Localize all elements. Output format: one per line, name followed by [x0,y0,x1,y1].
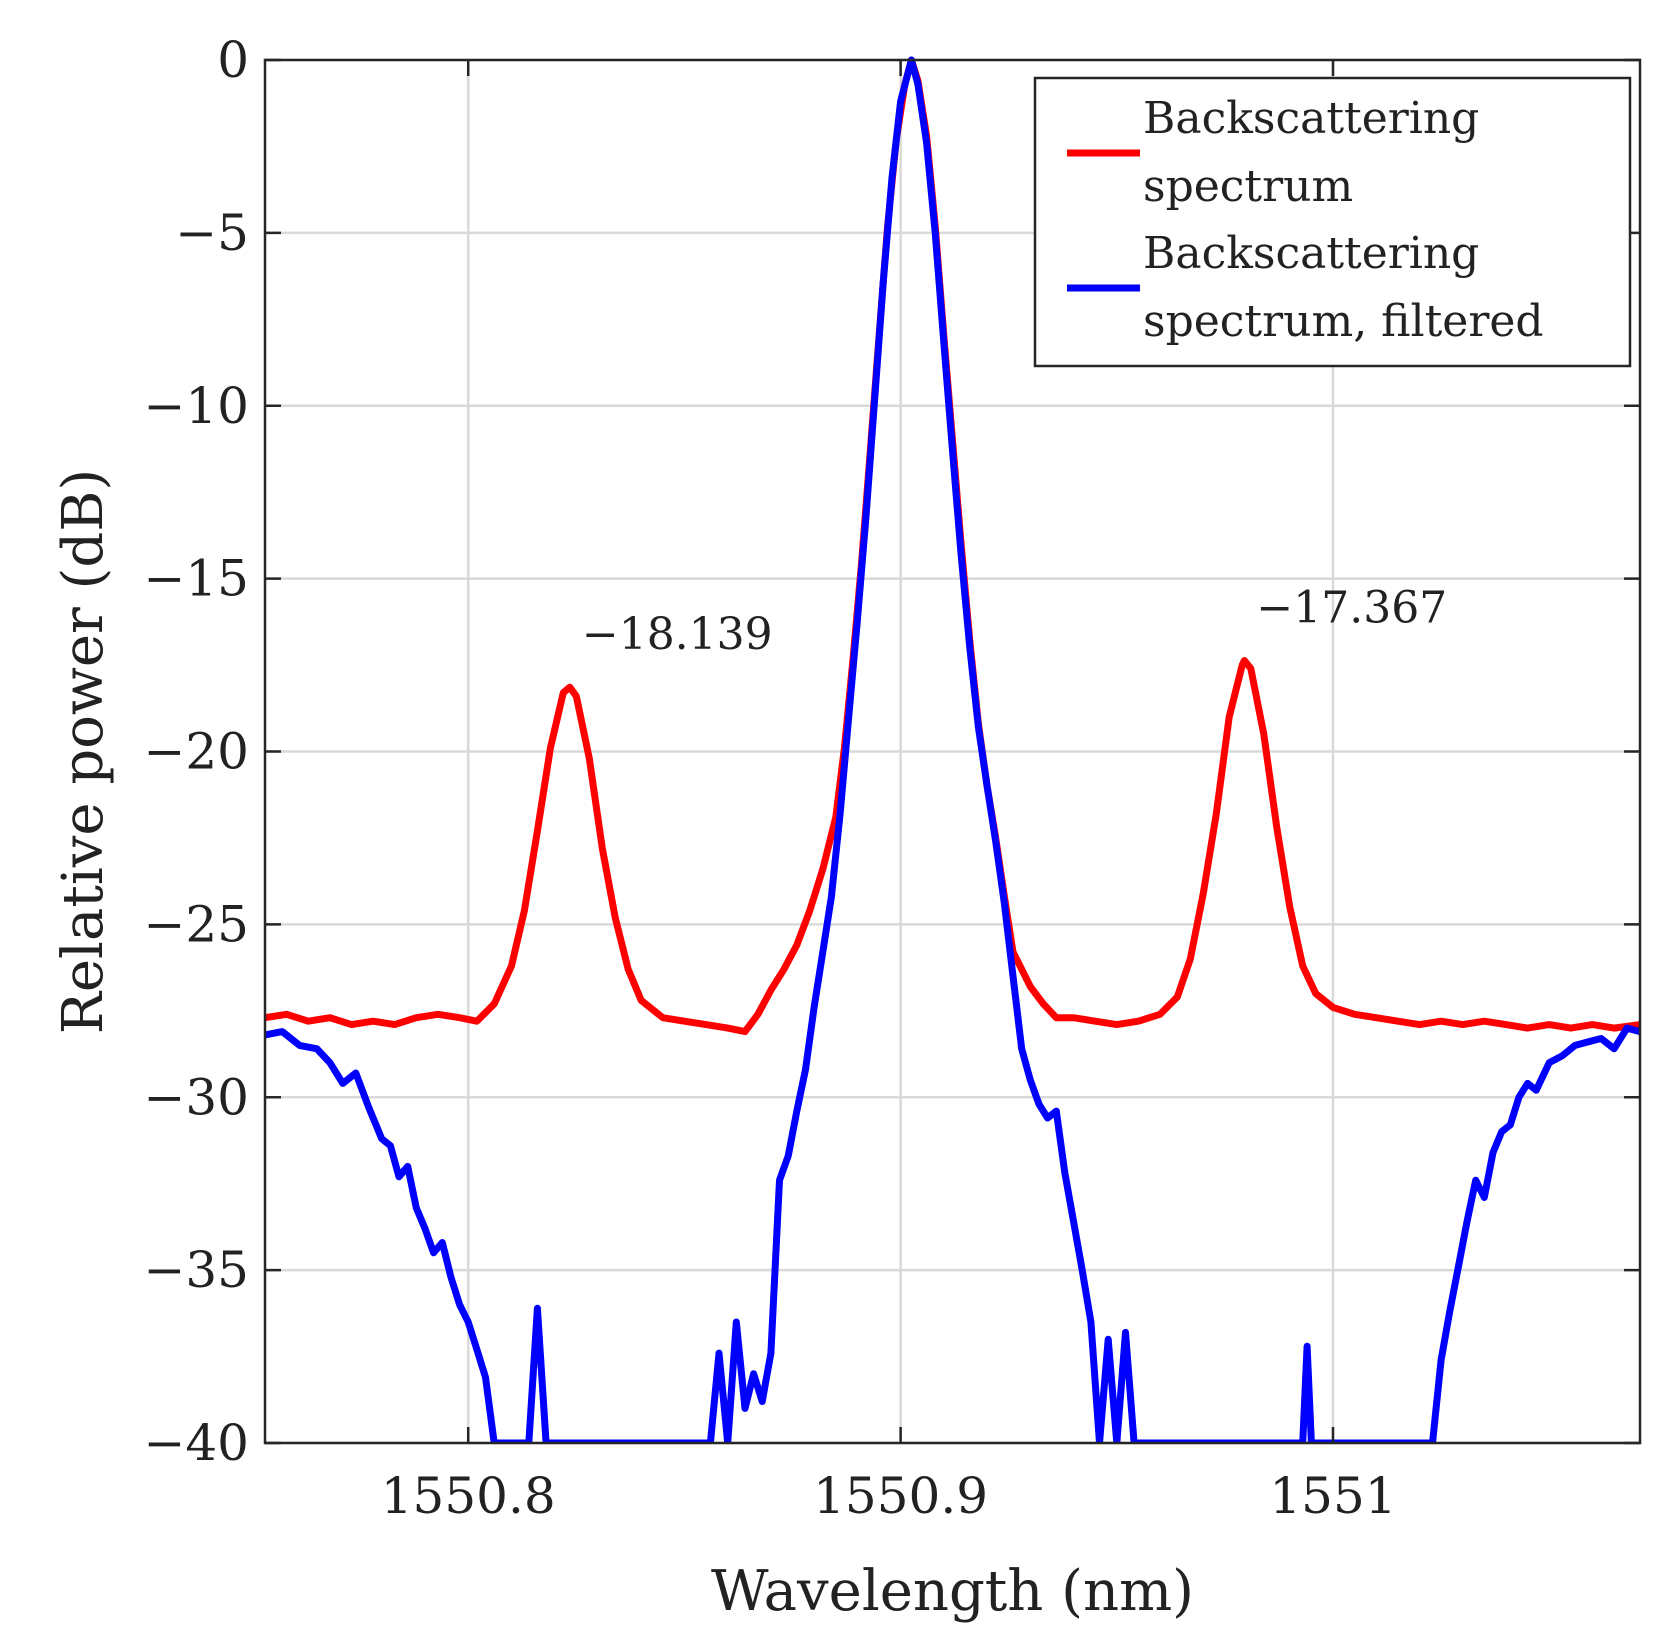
legend-label: Backscattering [1143,228,1479,279]
peak-annotation: −17.367 [1256,582,1447,633]
series-line-filtered [265,56,1640,1443]
legend-label: Backscattering [1143,93,1479,144]
y-axis-label: Relative power (dB) [51,469,116,1035]
peak-annotation: −18.139 [582,609,773,660]
y-tick-label: −35 [143,1241,249,1299]
ticks: 1550.8 1550.9 1551 0 −5 −10 −15 −20 −25 −30 −35 −40 [143,31,1640,1525]
series-layer [265,56,1640,1443]
y-tick-label: −25 [143,895,249,953]
y-tick-label: −40 [143,1414,249,1472]
series-group [265,56,1640,1443]
annotations: −18.139 −17.367 [582,582,1447,660]
x-axis-label: Wavelength (nm) [711,1559,1194,1624]
legend-label: spectrum [1143,161,1353,212]
x-tick-label: 1550.9 [813,1467,988,1525]
y-tick-label: 0 [217,31,249,89]
legend-label: spectrum, filtered [1143,296,1544,347]
y-tick-label: −15 [143,550,249,608]
y-tick-label: −30 [143,1068,249,1126]
x-tick-label: 1550.8 [381,1467,556,1525]
x-tick-label: 1551 [1269,1467,1396,1525]
legend: Backscattering spectrum Backscattering spec… [1033,76,1632,368]
y-tick-label: −5 [175,204,249,262]
legend-box [1033,76,1632,368]
y-tick-label: −20 [143,723,249,781]
y-tick-label: −10 [143,377,249,435]
